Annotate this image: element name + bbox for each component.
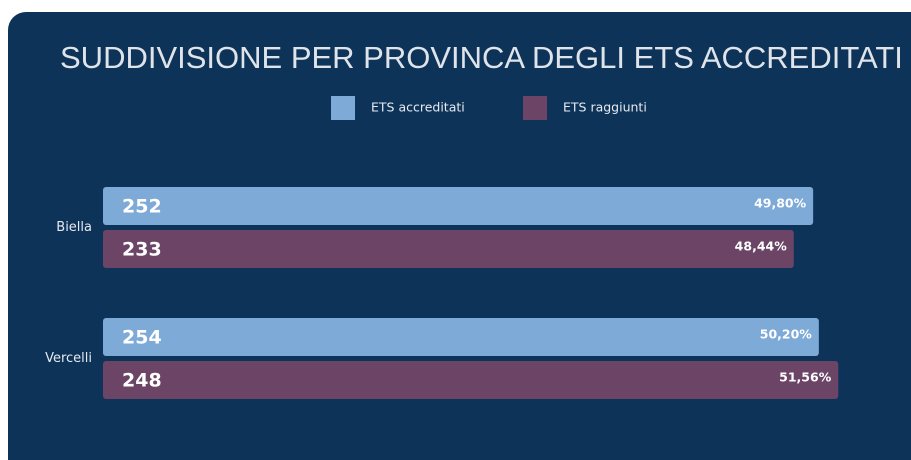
count-label: 254 xyxy=(122,327,162,349)
value-label: 48,44% xyxy=(735,239,788,254)
count-label: 248 xyxy=(122,370,162,392)
value-label: 50,20% xyxy=(760,327,813,342)
count-label: 233 xyxy=(122,239,162,261)
category-label: Vercelli xyxy=(45,351,92,366)
legend-label: ETS raggiunti xyxy=(563,100,647,115)
bar xyxy=(103,230,794,268)
count-label: 252 xyxy=(122,196,162,218)
category-label: Biella xyxy=(56,220,92,235)
legend-swatch xyxy=(523,96,547,120)
value-label: 51,56% xyxy=(779,370,832,385)
bar xyxy=(103,318,819,356)
value-label: 49,80% xyxy=(754,196,807,211)
legend-swatch xyxy=(331,96,355,120)
chart-title: SUDDIVISIONE PER PROVINCA DEGLI ETS ACCR… xyxy=(60,40,903,75)
legend-label: ETS accreditati xyxy=(371,100,465,115)
bar xyxy=(103,361,839,399)
bar xyxy=(103,187,814,225)
